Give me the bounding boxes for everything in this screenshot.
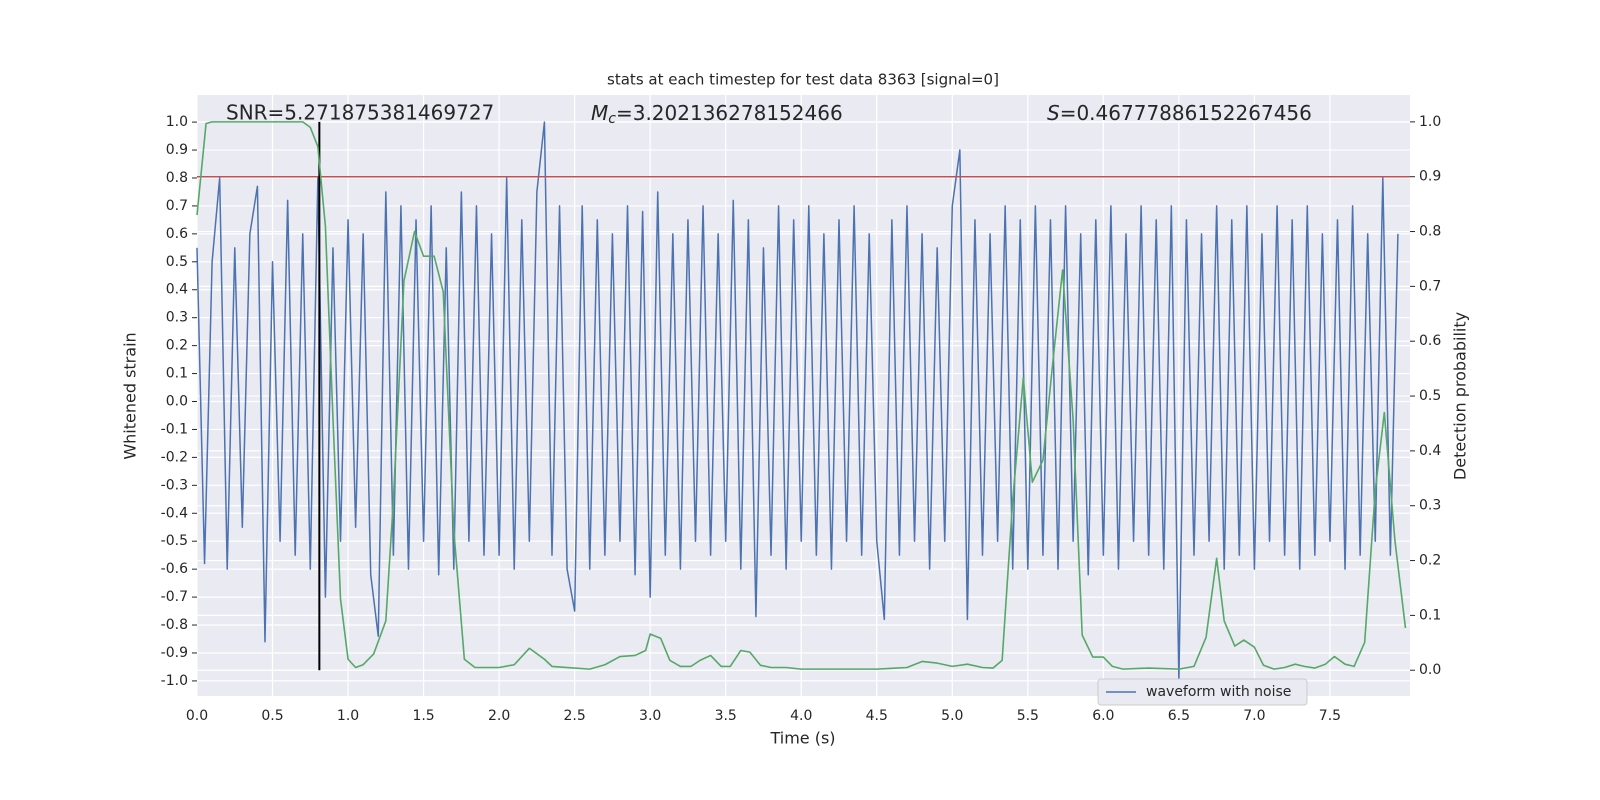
y2-axis-label: Detection probability: [1451, 312, 1470, 480]
series-line: [196, 121, 1399, 682]
y-tick-label: 0.0: [166, 394, 188, 410]
y-tick-label: 0.5: [166, 254, 188, 270]
y-tick-label: 0.3: [166, 310, 188, 326]
y-tick-label: -0.3: [161, 477, 188, 493]
x-tick-label: 4.5: [866, 708, 888, 724]
y-tick-label: -0.1: [161, 421, 188, 437]
x-tick-label: 1.0: [337, 708, 359, 724]
chart-title: stats at each timestep for test data 836…: [607, 71, 999, 89]
x-tick-label: 3.0: [639, 708, 661, 724]
x-tick-label: 6.5: [1168, 708, 1190, 724]
annotation: Mc=3.202136278152466: [591, 101, 843, 128]
y-tick-label: 1.0: [166, 114, 188, 130]
y-tick-label: -0.2: [161, 449, 188, 465]
y2-tick-label: 0.8: [1419, 224, 1441, 240]
y-axis-label: Whitened strain: [121, 332, 140, 459]
x-tick-label: 6.0: [1092, 708, 1114, 724]
y2-tick-label: 0.4: [1419, 443, 1441, 459]
annotation: SNR=5.271875381469727: [226, 101, 494, 125]
y-tick-label: -1.0: [161, 673, 188, 689]
x-tick-label: 7.0: [1243, 708, 1265, 724]
y-tick-label: 0.9: [166, 142, 188, 158]
annotation: S=0.46777886152267456: [1047, 101, 1312, 125]
x-tick-label: 5.5: [1017, 708, 1039, 724]
x-tick-label: 0.5: [261, 708, 283, 724]
y2-tick-label: 0.5: [1419, 388, 1441, 404]
x-tick-label: 2.5: [564, 708, 586, 724]
y2-tick-label: 1.0: [1419, 114, 1441, 130]
y-tick-label: -0.7: [161, 589, 188, 605]
y2-tick-label: 0.1: [1419, 607, 1441, 623]
annotation-symbol: S: [1047, 101, 1060, 125]
annotation-subscript: c: [608, 111, 616, 127]
y-tick-label: -0.5: [161, 533, 188, 549]
x-tick-label: 4.0: [790, 708, 812, 724]
y-tick-label: 0.7: [166, 198, 188, 214]
legend: waveform with noise: [1097, 678, 1308, 706]
legend-box: [1097, 678, 1308, 706]
y-tick-label: -0.4: [161, 505, 188, 521]
annotation-symbol: M: [591, 101, 608, 125]
y-tick-label: 0.2: [166, 338, 188, 354]
y2-tick-label: 0.9: [1419, 169, 1441, 185]
x-tick-label: 2.0: [488, 708, 510, 724]
x-tick-label: 0.0: [186, 708, 208, 724]
series-line: [196, 121, 1407, 670]
y-tick-label: -0.9: [161, 645, 188, 661]
y-tick-label: -0.6: [161, 561, 188, 577]
y2-tick-label: 0.0: [1419, 662, 1441, 678]
x-tick-label: 7.5: [1319, 708, 1341, 724]
y-tick-label: 0.6: [166, 226, 188, 242]
annotation-text: =3.202136278152466: [616, 101, 843, 125]
y2-tick-label: 0.2: [1419, 553, 1441, 569]
x-tick-label: 3.5: [715, 708, 737, 724]
y-tick-label: 0.1: [166, 366, 188, 382]
x-tick-label: 5.0: [941, 708, 963, 724]
y-tick-label: 0.8: [166, 170, 188, 186]
x-tick-label: 1.5: [412, 708, 434, 724]
y-tick-label: -0.8: [161, 617, 188, 633]
x-axis-label: Time (s): [769, 729, 835, 748]
y-tick-label: 0.4: [166, 282, 188, 298]
y2-tick-label: 0.6: [1419, 333, 1441, 349]
annotation-text: =0.46777886152267456: [1060, 101, 1312, 125]
legend-label: waveform with noise: [1146, 684, 1291, 700]
y2-tick-label: 0.3: [1419, 498, 1441, 514]
y2-tick-label: 0.7: [1419, 278, 1441, 294]
